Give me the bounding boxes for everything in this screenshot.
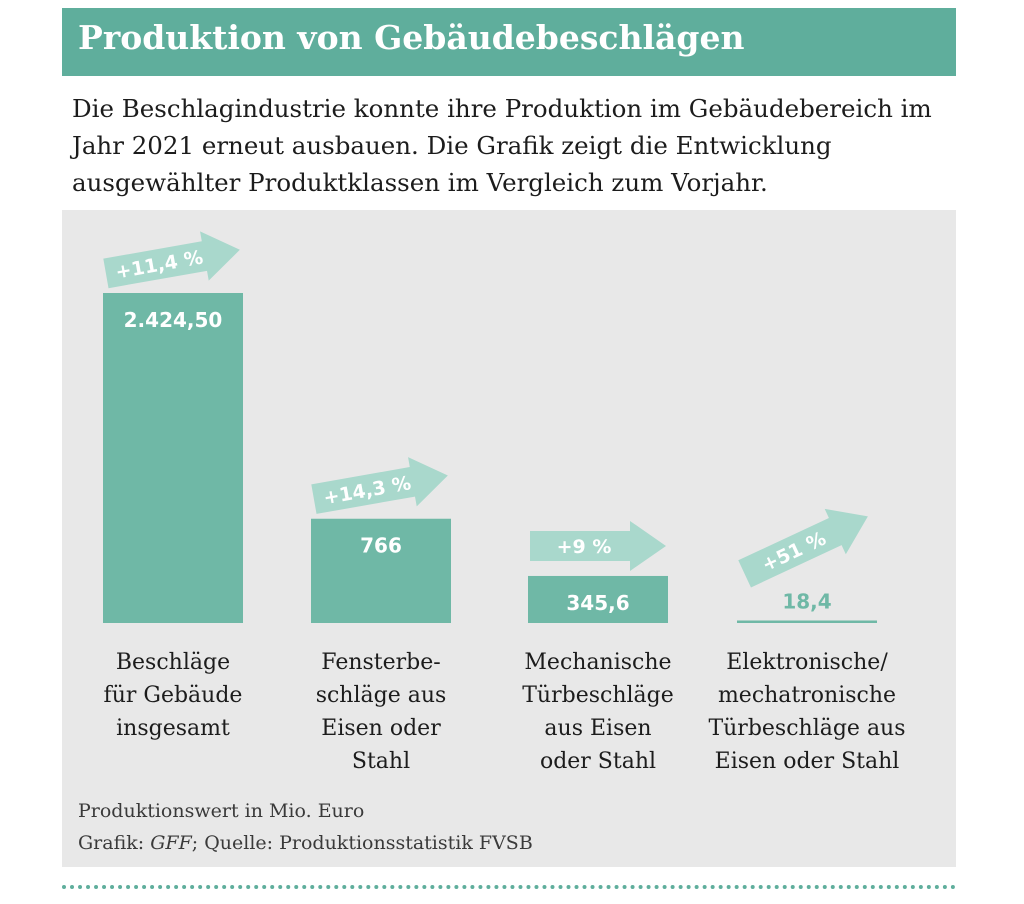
change-arrow-shape — [530, 520, 666, 571]
category-label-line: Eisen oder Stahl — [714, 749, 900, 774]
category-label: Fensterbe-schläge aus Eisen oder Stahl — [271, 646, 491, 778]
value-label: 345,6 — [566, 591, 629, 615]
bar — [528, 575, 668, 623]
change-arrow: +14,3 % — [311, 457, 448, 514]
value-label: 18,4 — [782, 589, 831, 613]
category-label-line: schläge aus — [315, 683, 447, 708]
source-prefix: Grafik: — [78, 832, 151, 854]
dotted-divider — [62, 885, 956, 889]
category-label-line: Türbeschläge aus — [708, 716, 906, 741]
category-label-line: oder Stahl — [539, 749, 657, 774]
category-label-line: Eisen oder — [321, 716, 441, 741]
bar — [103, 293, 243, 623]
change-label: +9 % — [557, 536, 612, 558]
bar — [737, 620, 877, 623]
change-arrow-shape — [738, 508, 868, 588]
category-label-line: insgesamt — [116, 716, 230, 741]
category-label-line: für Gebäude — [103, 683, 243, 708]
title-bar: Produktion von Gebäudebeschlägen — [62, 8, 956, 76]
bar — [311, 518, 451, 623]
value-label: 2.424,50 — [124, 308, 223, 332]
page-title: Produktion von Gebäudebeschlägen — [78, 18, 745, 57]
category-label: Mechanische Türbeschläge aus Eisen oder Sta… — [488, 646, 708, 778]
category-label-line: Stahl — [351, 749, 411, 774]
category-label: Beschläge für Gebäude insgesamt — [63, 646, 283, 745]
source-author: GFF — [150, 832, 192, 854]
source-note: Grafik: GFF; Quelle: Produktionsstatisti… — [78, 832, 533, 854]
intro-text: Die Beschlagindustrie konnte ihre Produk… — [72, 94, 932, 197]
category-label-line: Türbeschläge — [522, 683, 674, 708]
source-suffix: ; Quelle: Produktionsstatistik FVSB — [191, 832, 533, 854]
category-label-line: Elektronische/ — [726, 650, 888, 675]
category-label-line: Beschläge — [115, 650, 231, 675]
change-arrow: +9 % — [530, 520, 666, 571]
category-label-line: aus Eisen — [544, 716, 652, 741]
category-label-line: mechatronische — [717, 683, 897, 708]
unit-note: Produktionswert in Mio. Euro — [78, 800, 365, 822]
change-arrow-shape — [103, 231, 240, 289]
category-label: Elektronische/mechatronische Türbeschläge… — [697, 646, 917, 778]
value-label: 766 — [360, 534, 402, 558]
change-arrow-shape — [311, 457, 448, 514]
category-label-line: Fensterbe- — [321, 650, 441, 675]
category-label-line: Mechanische — [524, 650, 672, 675]
change-arrow: +11,4 % — [103, 231, 240, 289]
change-arrow: +51 % — [738, 508, 868, 588]
